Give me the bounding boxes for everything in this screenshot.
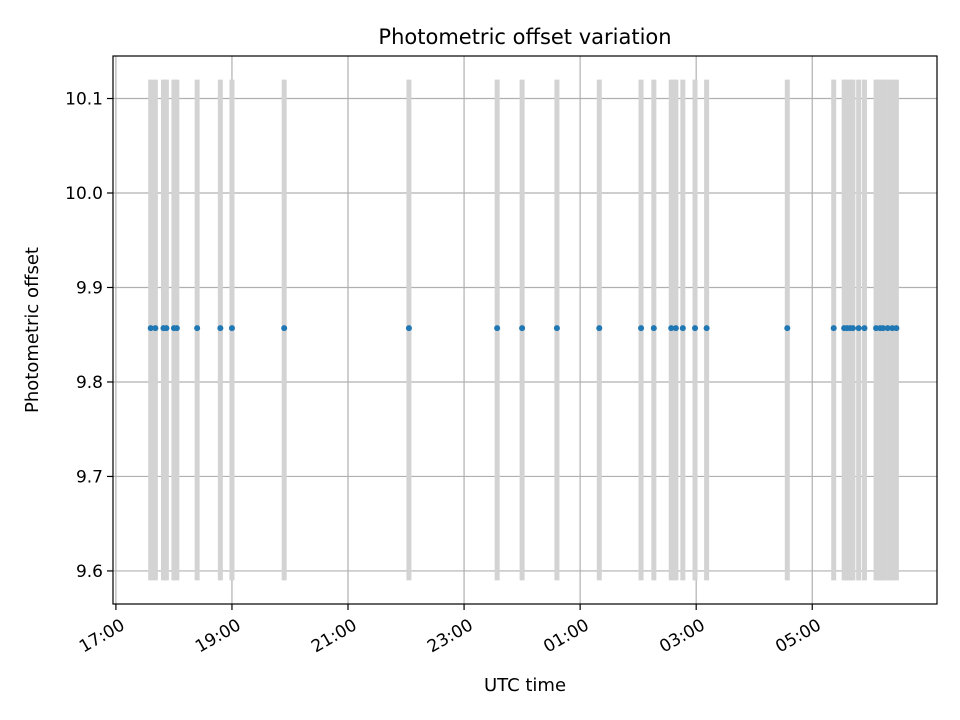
y-tick-label: 10.0 (65, 184, 103, 204)
data-point (784, 325, 791, 332)
data-point (855, 325, 862, 332)
y-tick-label: 9.8 (76, 373, 103, 393)
chart-title: Photometric offset variation (378, 25, 671, 49)
y-tick-label: 9.7 (76, 467, 103, 487)
data-point (228, 325, 235, 332)
data-point (147, 325, 154, 332)
data-point (692, 325, 699, 332)
data-point (173, 325, 180, 332)
plot-frame (112, 55, 938, 605)
data-point (194, 325, 201, 332)
data-point (679, 325, 686, 332)
data-point (880, 325, 887, 332)
data-point (163, 325, 170, 332)
data-point (405, 325, 412, 332)
data-point (553, 325, 560, 332)
y-tick-label: 9.6 (76, 562, 103, 582)
data-point (830, 325, 837, 332)
data-point (672, 325, 679, 332)
data-point (494, 325, 501, 332)
data-point (703, 325, 710, 332)
y-tick-label: 9.9 (76, 278, 103, 298)
data-point (884, 325, 891, 332)
data-point (893, 325, 900, 332)
y-axis: 9.6 9.7 9.8 9.9 10.0 10.1 (65, 90, 113, 582)
data-point (519, 325, 526, 332)
data-point (650, 325, 657, 332)
data-points (147, 325, 900, 332)
data-point (668, 325, 675, 332)
data-point (861, 325, 868, 332)
data-point (638, 325, 645, 332)
data-point (217, 325, 224, 332)
data-point (152, 325, 159, 332)
data-point (281, 325, 288, 332)
data-point (596, 325, 603, 332)
data-point (849, 325, 856, 332)
x-axis-label: UTC time (484, 675, 566, 696)
y-axis-label: Photometric offset (22, 247, 43, 413)
y-tick-label: 10.1 (65, 90, 103, 110)
